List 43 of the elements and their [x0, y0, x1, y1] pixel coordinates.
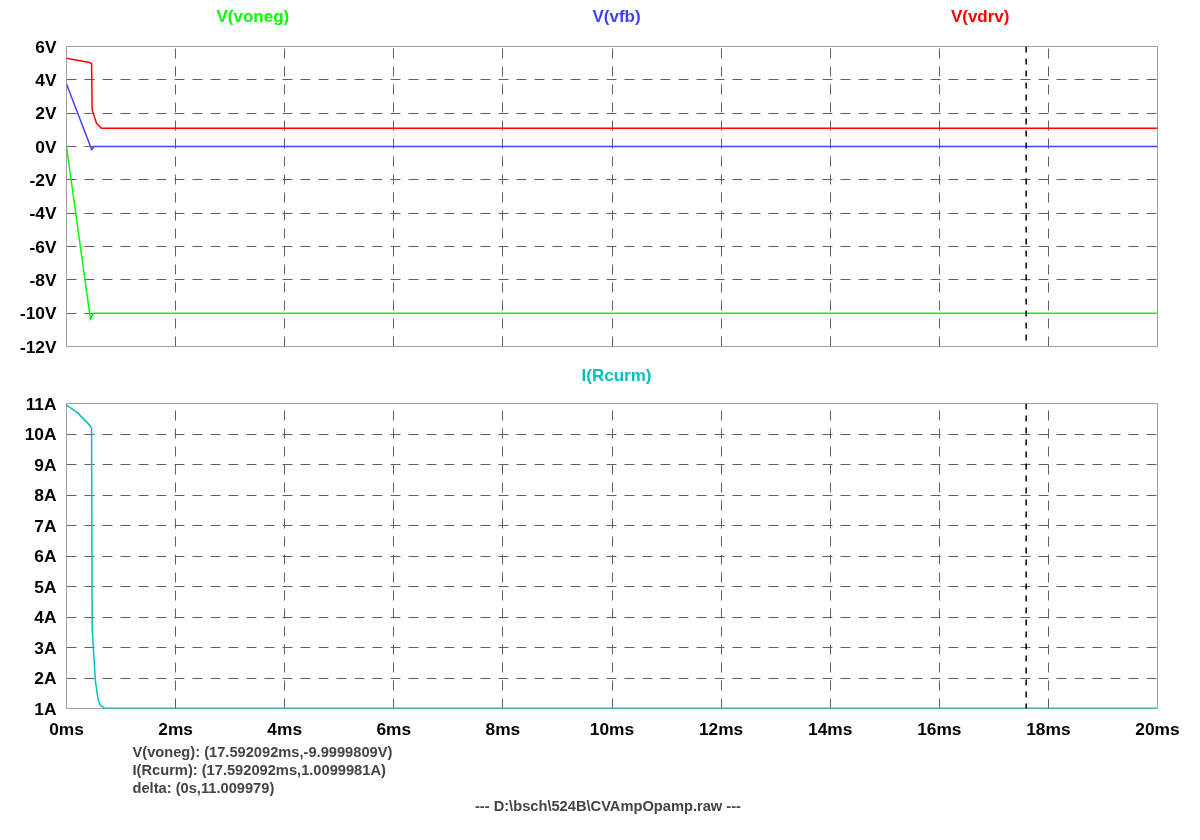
y-tick-label: -2V [29, 169, 57, 190]
y-tick-label: -12V [19, 336, 57, 357]
text: V(voneg): (17.592092ms,-9.9999809V) [132, 743, 393, 760]
y-tick-label: 3A [34, 637, 57, 658]
y-tick-label: -10V [19, 303, 57, 324]
x-tick-label: 10ms [589, 718, 635, 739]
y-tick-label: 11A [25, 393, 57, 414]
text: I(Rcurm): (17.592092ms,1.0099981A) [132, 761, 386, 778]
y-tick-label: 0V [35, 136, 57, 157]
y-tick-label: -8V [29, 269, 57, 290]
y-tick-label: 5A [34, 576, 57, 597]
text: V(vfb) [591, 6, 642, 28]
y-tick-label: 8A [34, 485, 57, 505]
y-tick-label: -6V [29, 236, 57, 257]
y-tick-label: 7A [34, 515, 57, 536]
x-tick-label: 12ms [698, 718, 744, 739]
text: V(vdrv) [949, 6, 1011, 28]
y-tick-label: 6V [35, 36, 57, 57]
x-tick-label: 20ms [1135, 718, 1180, 739]
y-tick-label: 4A [34, 607, 57, 627]
y-tick-label: 4V [35, 69, 57, 90]
text: --- D:\bsch\524B\CVAmpOpamp.raw --- [474, 797, 742, 814]
y-tick-label: 2A [34, 668, 57, 688]
x-tick-label: 18ms [1026, 718, 1071, 739]
line-series [66, 404, 1158, 709]
x-tick-label: 4ms [267, 718, 303, 739]
text: I(Rcurm) [580, 365, 653, 387]
y-tick-label: -4V [29, 203, 57, 224]
line-series [66, 145, 1158, 321]
x-tick-label: 14ms [808, 718, 853, 739]
x-tick-label: 16ms [917, 718, 962, 739]
line-series [66, 57, 1158, 129]
x-tick-label: 2ms [158, 718, 193, 739]
x-tick-label: 8ms [485, 718, 521, 739]
text: V(voneg) [215, 6, 291, 28]
y-tick-label: 2V [35, 103, 57, 124]
y-tick-label: 10A [24, 424, 57, 444]
y-tick-label: 6A [34, 546, 57, 566]
x-tick-label: 6ms [376, 718, 412, 739]
y-tick-label: 9A [34, 454, 57, 475]
text: delta: (0s,11.009979) [132, 779, 275, 796]
x-tick-label: 0ms [49, 718, 84, 739]
y-tick-label: 1A [34, 698, 57, 719]
